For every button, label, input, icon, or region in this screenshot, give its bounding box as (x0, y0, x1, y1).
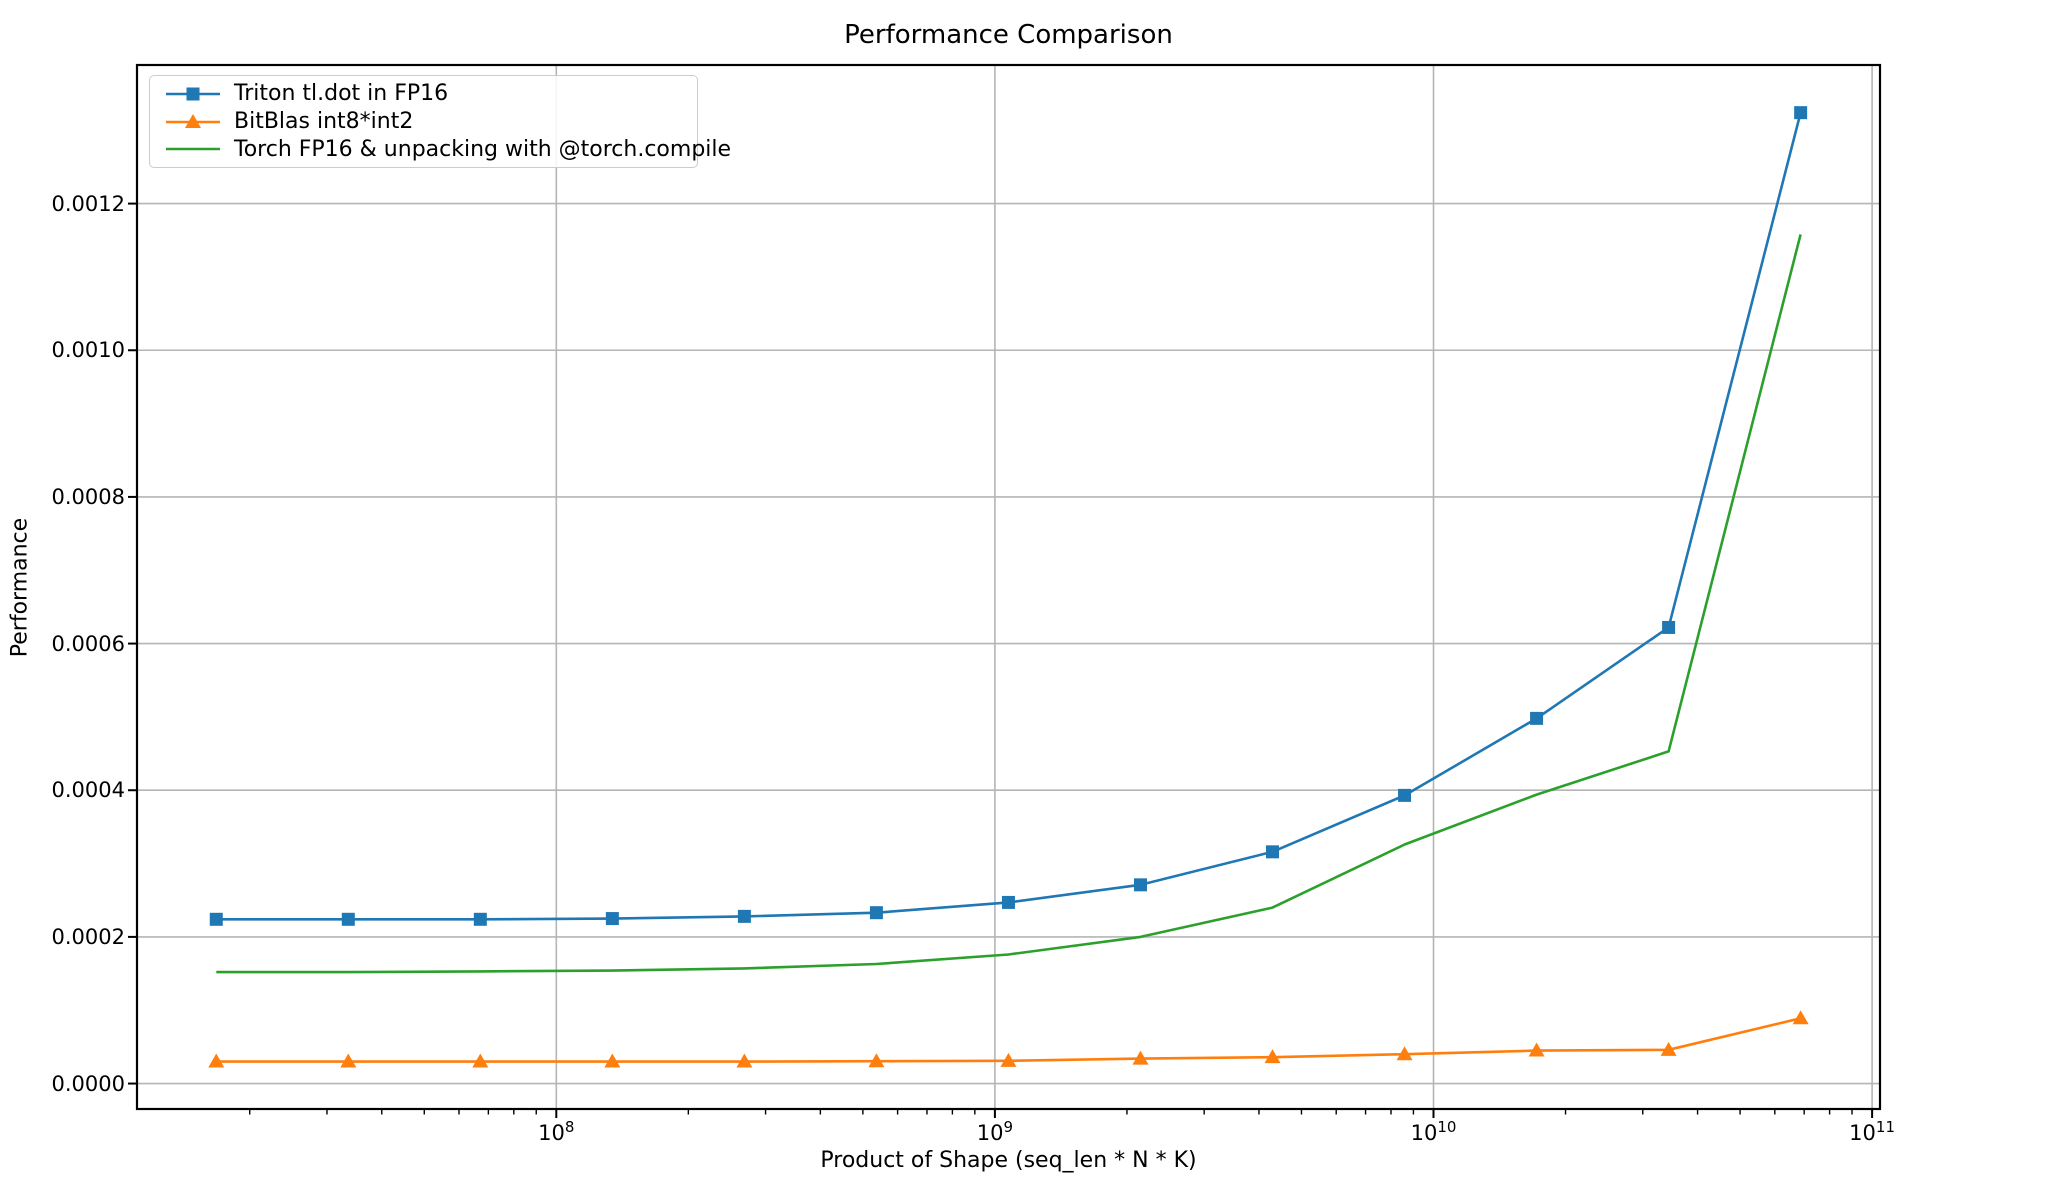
data-point-square (1001, 895, 1015, 909)
y-tick-label: 0.0012 (51, 191, 125, 216)
data-point-triangle (1660, 1041, 1677, 1056)
data-point-triangle (868, 1053, 885, 1068)
chart-title: Performance Comparison (844, 20, 1173, 50)
legend-item: Triton tl.dot in FP16 (150, 80, 697, 108)
y-tick-label: 0.0008 (51, 484, 125, 509)
legend-line-square-icon (166, 87, 220, 101)
data-point-square (209, 912, 223, 926)
data-point-triangle (604, 1053, 621, 1068)
x-axis-label: Product of Shape (seq_len * N * K) (820, 1148, 1197, 1173)
legend-line-triangle-icon (166, 113, 220, 128)
data-point-square (737, 909, 751, 923)
legend-label: Torch FP16 & unpacking with @torch.compi… (234, 136, 732, 162)
data-point-square (1794, 106, 1808, 120)
y-tick-label: 0.0002 (51, 924, 125, 949)
data-point-triangle (736, 1053, 753, 1068)
x-tick-label: 1011 (1849, 1118, 1896, 1145)
y-tick-label: 0.0000 (51, 1071, 125, 1096)
data-point-triangle (1792, 1010, 1809, 1025)
data-point-triangle (1000, 1052, 1017, 1067)
data-point-square (1133, 878, 1147, 892)
y-tick-label: 0.0004 (51, 778, 125, 803)
data-point-square (473, 912, 487, 926)
data-point-triangle (1132, 1050, 1149, 1065)
data-point-triangle (1396, 1046, 1413, 1061)
legend-item: Torch FP16 & unpacking with @torch.compi… (150, 135, 731, 163)
y-axis-label: Performance (7, 517, 33, 658)
data-point-square (1398, 788, 1412, 802)
data-point-triangle (1264, 1049, 1281, 1064)
legend: Triton tl.dot in FP16 BitBlas int8*int2 To… (149, 75, 731, 168)
data-point-square (341, 912, 355, 926)
data-point-square (605, 912, 619, 926)
series-line (216, 112, 1802, 921)
series-line (216, 234, 1802, 974)
data-point-square (1530, 711, 1544, 725)
x-tick-label: 1010 (1410, 1118, 1457, 1145)
data-point-square (1662, 620, 1676, 634)
data-point-triangle (1528, 1042, 1545, 1057)
y-tick-label: 0.0010 (51, 338, 125, 363)
data-point-triangle (340, 1053, 357, 1068)
legend-line-icon (166, 147, 220, 151)
data-point-square (869, 906, 883, 920)
legend-item: BitBlas int8*int2 (150, 108, 697, 136)
y-tick-label: 0.0006 (51, 631, 125, 656)
data-point-triangle (472, 1053, 489, 1068)
data-point-triangle (208, 1053, 225, 1068)
plot-frame (135, 63, 1882, 1111)
legend-label: Triton tl.dot in FP16 (234, 81, 449, 107)
legend-label: BitBlas int8*int2 (234, 109, 414, 134)
data-point-square (1266, 845, 1280, 859)
x-tick-label: 109 (976, 1118, 1014, 1145)
x-tick-label: 108 (538, 1118, 575, 1145)
